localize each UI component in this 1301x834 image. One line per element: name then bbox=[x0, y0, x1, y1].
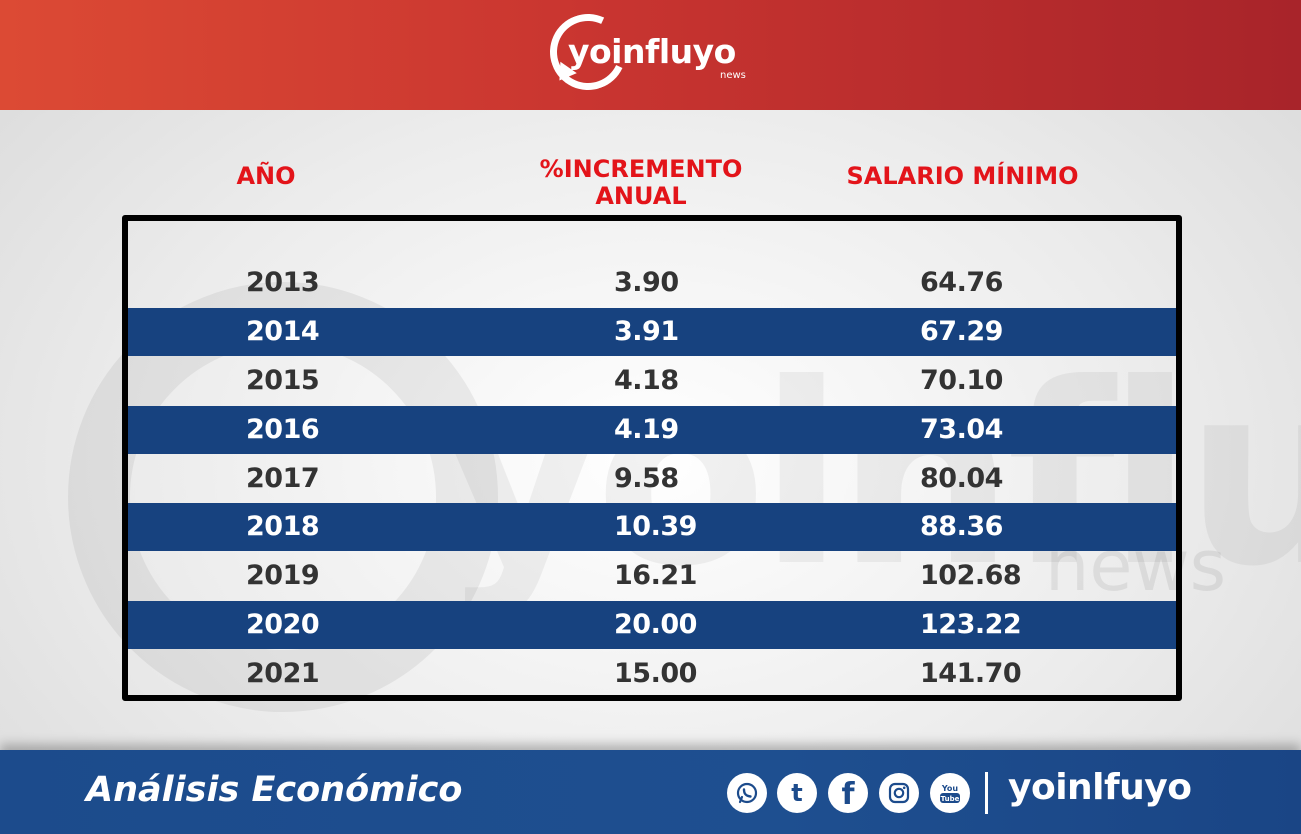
wage-cell: 80.04 bbox=[920, 463, 1003, 494]
wage-cell: 64.76 bbox=[920, 267, 1003, 298]
footer-title: Análisis Económico bbox=[86, 770, 463, 810]
year-cell: 2013 bbox=[246, 267, 320, 298]
year-cell: 2014 bbox=[246, 316, 320, 347]
youtube-glyph-top: You bbox=[941, 784, 959, 793]
table-row: 2013 3.90 64.76 bbox=[128, 259, 1176, 307]
increase-cell: 9.58 bbox=[614, 463, 679, 494]
table-row: 2019 16.21 102.68 bbox=[128, 552, 1176, 600]
wage-cell: 70.10 bbox=[920, 365, 1003, 396]
instagram-icon[interactable] bbox=[879, 773, 919, 813]
footer-banner: Análisis Económico t f You Tube yoinlfuy… bbox=[0, 750, 1301, 834]
footer-divider bbox=[985, 772, 988, 814]
table-row: 2018 10.39 88.36 bbox=[128, 503, 1176, 551]
increase-cell: 16.21 bbox=[614, 560, 697, 591]
table-row: 2016 4.19 73.04 bbox=[128, 406, 1176, 454]
column-header-increase: %INCREMENTO ANUAL bbox=[539, 155, 743, 210]
brand-logo[interactable]: yoinfluyo news bbox=[539, 3, 760, 101]
increase-cell: 15.00 bbox=[614, 658, 697, 689]
facebook-icon[interactable]: f bbox=[828, 773, 868, 813]
wage-cell: 73.04 bbox=[920, 414, 1003, 445]
increase-cell: 20.00 bbox=[614, 609, 697, 640]
whatsapp-icon[interactable] bbox=[727, 773, 767, 813]
wage-cell: 123.22 bbox=[920, 609, 1022, 640]
wage-cell: 102.68 bbox=[920, 560, 1022, 591]
increase-cell: 10.39 bbox=[614, 511, 697, 542]
logo-subtext: news bbox=[720, 70, 746, 81]
year-cell: 2018 bbox=[246, 511, 320, 542]
year-cell: 2015 bbox=[246, 365, 320, 396]
wage-cell: 141.70 bbox=[920, 658, 1022, 689]
header-banner: yoinfluyo news bbox=[0, 0, 1301, 110]
youtube-icon[interactable]: You Tube bbox=[930, 773, 970, 813]
wage-cell: 88.36 bbox=[920, 511, 1003, 542]
wage-table: 2013 3.90 64.76 2014 3.91 67.29 2015 4.1… bbox=[122, 215, 1182, 701]
table-row: 2021 15.00 141.70 bbox=[128, 650, 1176, 698]
table-row: 2015 4.18 70.10 bbox=[128, 357, 1176, 405]
tumblr-icon[interactable]: t bbox=[777, 773, 817, 813]
watermark-text: yoinfluyo bbox=[440, 330, 1301, 621]
logo-text: yoinfluyo bbox=[568, 32, 736, 71]
increase-cell: 3.91 bbox=[614, 316, 679, 347]
year-cell: 2021 bbox=[246, 658, 320, 689]
year-cell: 2017 bbox=[246, 463, 320, 494]
column-header-year: AÑO bbox=[236, 162, 296, 190]
increase-cell: 4.18 bbox=[614, 365, 679, 396]
footer-brand[interactable]: yoinlfuyo bbox=[1008, 767, 1192, 808]
year-cell: 2019 bbox=[246, 560, 320, 591]
tumblr-glyph: t bbox=[791, 779, 803, 807]
table-row: 2017 9.58 80.04 bbox=[128, 455, 1176, 503]
increase-cell: 3.90 bbox=[614, 267, 679, 298]
year-cell: 2016 bbox=[246, 414, 320, 445]
column-header-wage: SALARIO MÍNIMO bbox=[846, 162, 1079, 190]
table-row: 2014 3.91 67.29 bbox=[128, 308, 1176, 356]
table-row: 2020 20.00 123.22 bbox=[128, 601, 1176, 649]
youtube-glyph-bottom: Tube bbox=[941, 795, 960, 803]
increase-cell: 4.19 bbox=[614, 414, 679, 445]
wage-cell: 67.29 bbox=[920, 316, 1003, 347]
facebook-glyph: f bbox=[841, 777, 855, 812]
year-cell: 2020 bbox=[246, 609, 320, 640]
